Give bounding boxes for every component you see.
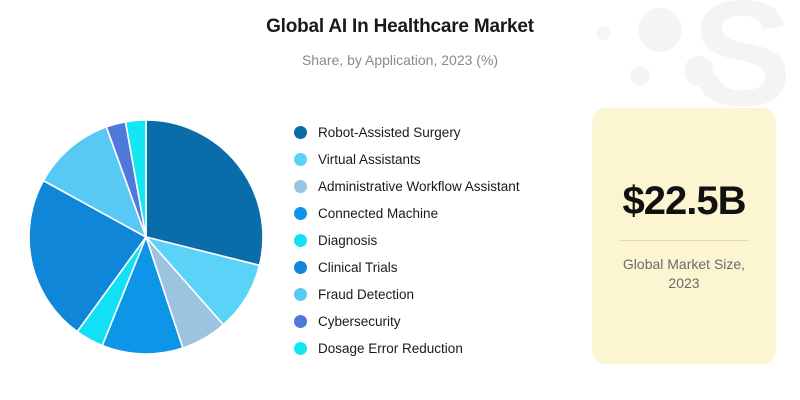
legend-swatch-icon <box>294 342 307 355</box>
pie-slice[interactable] <box>124 119 147 238</box>
legend-swatch-icon <box>294 261 307 274</box>
stat-caption: Global Market Size, 2023 <box>622 256 746 291</box>
legend-label: Dosage Error Reduction <box>318 341 463 356</box>
legend-swatch-icon <box>294 234 307 247</box>
legend-swatch-icon <box>294 126 307 139</box>
pie-slice[interactable] <box>28 179 148 333</box>
pie-slice[interactable] <box>42 125 148 239</box>
legend-label: Robot-Assisted Surgery <box>318 125 461 140</box>
legend-label: Clinical Trials <box>318 260 398 275</box>
legend-label: Cybersecurity <box>318 314 401 329</box>
legend-label: Virtual Assistants <box>318 152 421 167</box>
legend-item[interactable]: Dosage Error Reduction <box>294 335 574 362</box>
legend-swatch-icon <box>294 153 307 166</box>
pie-slice[interactable] <box>101 234 184 355</box>
legend-label: Diagnosis <box>318 233 378 248</box>
legend-label: Connected Machine <box>318 206 439 221</box>
legend-item[interactable]: Fraud Detection <box>294 281 574 308</box>
legend-item[interactable]: Administrative Workflow Assistant <box>294 173 574 200</box>
pie-chart-svg <box>28 119 264 355</box>
legend-swatch-icon <box>294 288 307 301</box>
watermark-dot <box>630 66 650 86</box>
legend-swatch-icon <box>294 180 307 193</box>
legend-label: Administrative Workflow Assistant <box>318 179 520 194</box>
legend-swatch-icon <box>294 315 307 328</box>
legend-item[interactable]: Connected Machine <box>294 200 574 227</box>
legend-label: Fraud Detection <box>318 287 415 302</box>
pie-slice[interactable] <box>145 119 264 267</box>
stat-divider <box>619 240 749 242</box>
chart-header: Global AI In Healthcare Market Share, by… <box>0 16 800 68</box>
stat-value: $22.5B <box>622 179 747 224</box>
chart-subtitle: Share, by Application, 2023 (%) <box>301 52 499 68</box>
legend-item[interactable]: Cybersecurity <box>294 308 574 335</box>
legend-item[interactable]: Diagnosis <box>294 227 574 254</box>
stat-card: $22.5B Global Market Size, 2023 <box>592 108 776 364</box>
legend-swatch-icon <box>294 207 307 220</box>
legend-item[interactable]: Clinical Trials <box>294 254 574 281</box>
chart-legend: Robot-Assisted Surgery Virtual Assistants… <box>294 119 574 362</box>
legend-item[interactable]: Robot-Assisted Surgery <box>294 119 574 146</box>
pie-chart <box>28 119 264 355</box>
chart-title: Global AI In Healthcare Market <box>266 16 534 37</box>
legend-item[interactable]: Virtual Assistants <box>294 146 574 173</box>
